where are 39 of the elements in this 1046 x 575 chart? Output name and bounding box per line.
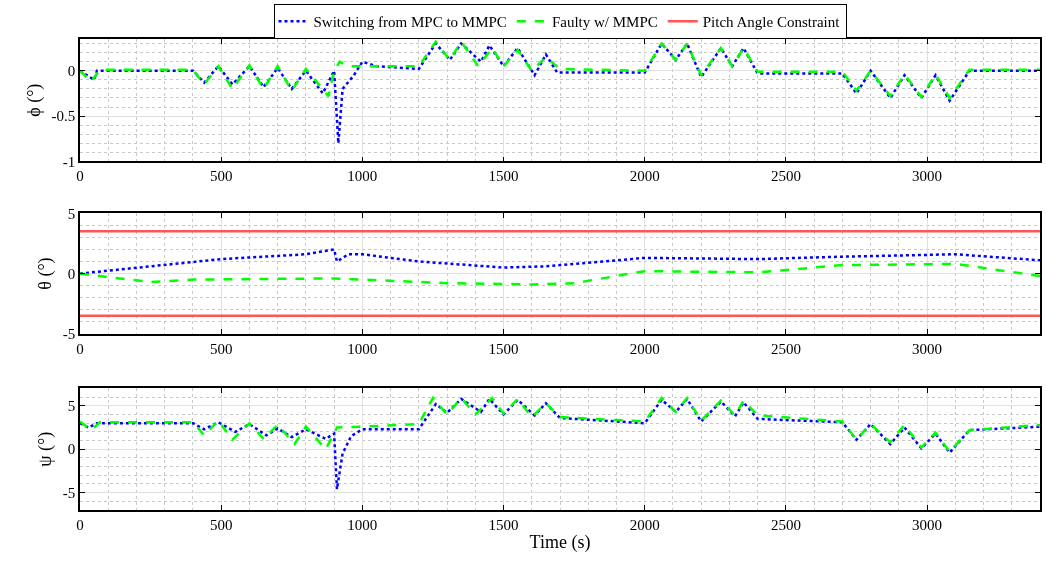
x-tick-label: 2000 — [629, 168, 660, 185]
y-axis-title: ϕ (°) — [24, 83, 46, 117]
line-series — [80, 248, 1040, 275]
y-tick-label: 5 — [67, 398, 76, 415]
legend-label: Pitch Angle Constraint — [702, 14, 841, 31]
x-tick-label: 2000 — [629, 340, 660, 357]
x-tick-label: 3000 — [912, 340, 943, 357]
x-tick-label: 3000 — [912, 168, 943, 185]
legend-label: Switching from MPC to MMPC — [313, 14, 507, 31]
line-series — [80, 40, 1040, 100]
x-tick-label: 1000 — [347, 340, 378, 357]
x-tick-label: 2000 — [629, 516, 660, 533]
line-series — [80, 262, 1040, 286]
y-tick-label: -0.5 — [51, 108, 76, 125]
y-tick-label: -5 — [62, 484, 76, 501]
y-axis-title: ψ (°) — [35, 431, 57, 467]
line-series — [80, 397, 1040, 491]
x-tick-label: 500 — [209, 340, 233, 357]
x-tick-label: 1000 — [347, 516, 378, 533]
y-tick-label: -1 — [62, 153, 76, 170]
y-tick-label: 5 — [67, 205, 76, 222]
x-tick-label: 500 — [209, 168, 233, 185]
x-tick-label: 1500 — [488, 516, 519, 533]
y-tick-label: 0 — [67, 265, 76, 282]
x-tick-label: 1500 — [488, 340, 519, 357]
x-tick-label: 2500 — [770, 340, 801, 357]
x-tick-label: 2500 — [770, 168, 801, 185]
y-tick-label: 0 — [67, 441, 76, 458]
x-tick-label: 3000 — [912, 516, 943, 533]
legend-label: Faulty w/ MMPC — [551, 14, 658, 31]
line-series — [80, 396, 1040, 454]
x-tick-label: 1000 — [347, 168, 378, 185]
y-tick-label: 0 — [67, 63, 76, 79]
x-axis-title: Time (s) — [529, 532, 591, 554]
x-tick-label: 2500 — [770, 516, 801, 533]
x-tick-label: 1500 — [488, 168, 519, 185]
y-tick-label: -5 — [62, 326, 76, 343]
x-tick-label: 500 — [209, 516, 233, 533]
y-axis-title: θ (°) — [35, 257, 57, 290]
